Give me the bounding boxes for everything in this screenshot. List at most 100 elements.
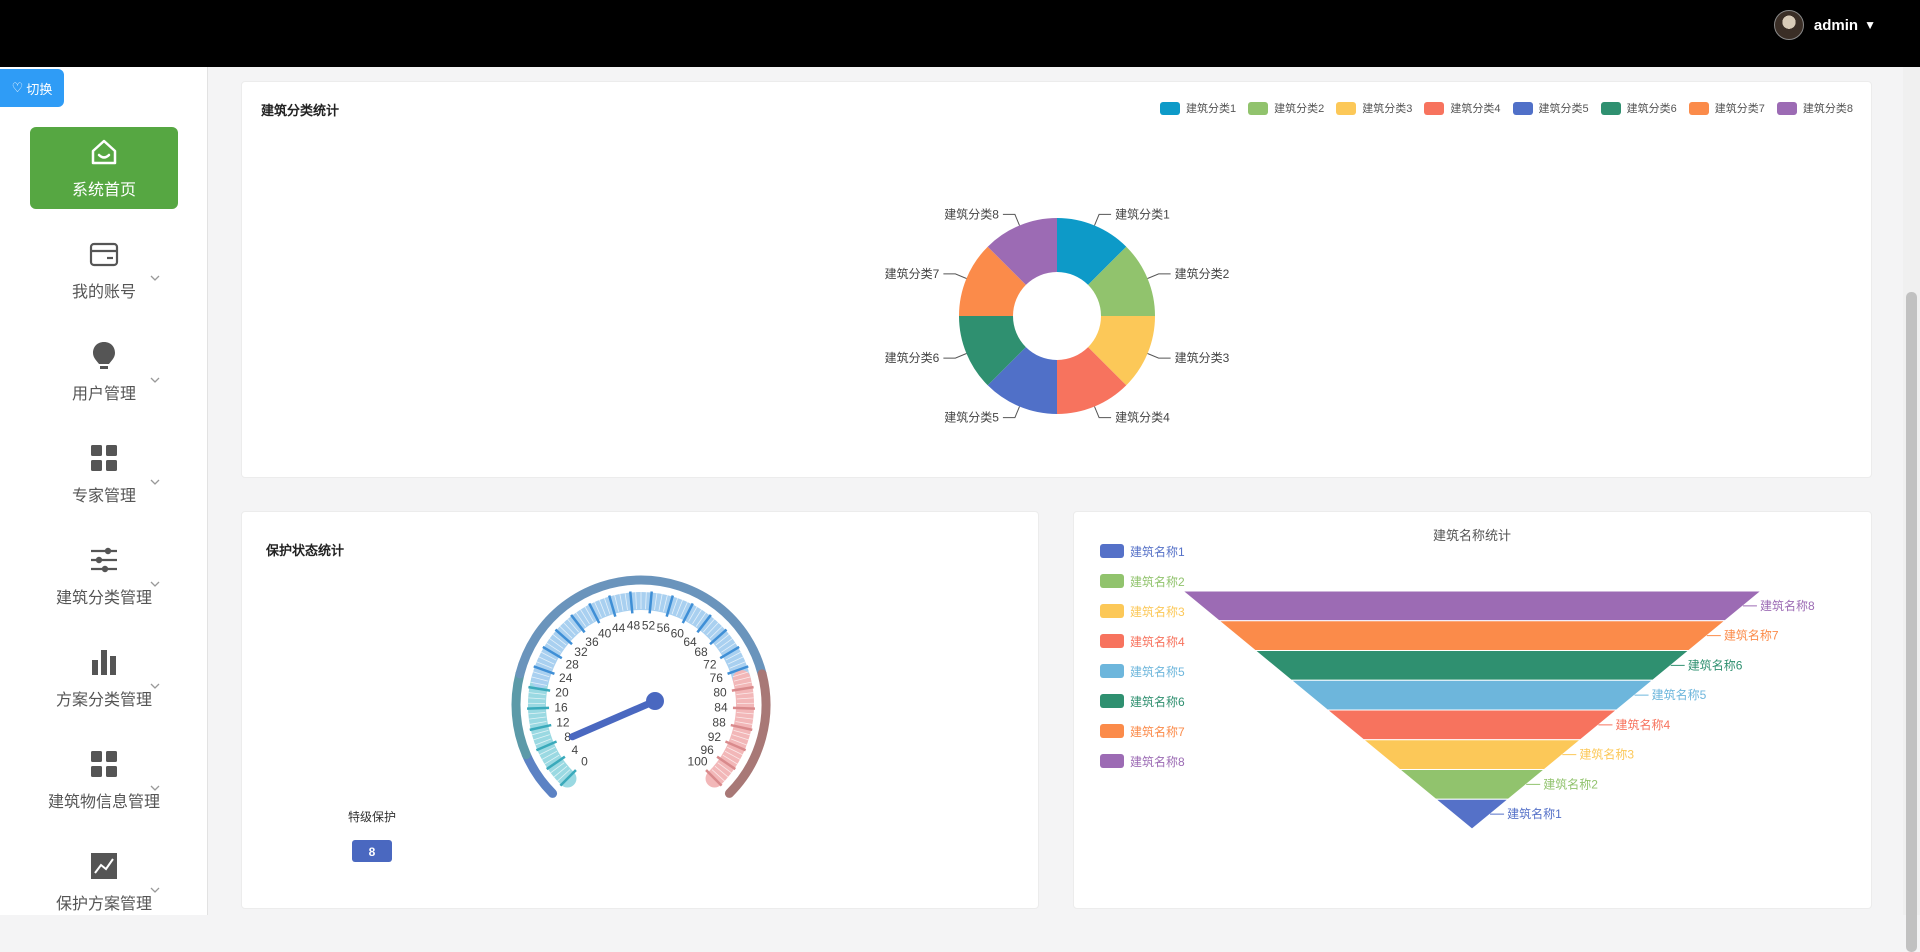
- sidebar-item-8[interactable]: 保护方案管理: [30, 841, 178, 915]
- pie-label-line: [1095, 407, 1112, 418]
- sidebar-item-label: 建筑物信息管理: [48, 788, 160, 812]
- gauge-tick-label: 52: [642, 618, 656, 632]
- pie-label: 建筑分类6: [885, 350, 940, 365]
- funnel-label: 建筑名称6: [1688, 657, 1743, 672]
- funnel-label: 建筑名称2: [1543, 776, 1598, 791]
- pie-label: 建筑分类8: [944, 206, 999, 221]
- grid-icon: [88, 442, 120, 474]
- pie-label-line: [943, 274, 966, 279]
- pie-label: 建筑分类4: [1115, 410, 1170, 425]
- funnel-segment[interactable]: [1219, 621, 1725, 651]
- pie-label-line: [1095, 214, 1112, 225]
- gauge-tick-label: 92: [708, 730, 722, 744]
- funnel-label: 建筑名称1: [1507, 806, 1562, 821]
- funnel-label: 建筑名称7: [1724, 628, 1779, 643]
- gauge-tick-label: 56: [657, 621, 671, 635]
- gauge-tick-label: 100: [688, 755, 708, 769]
- funnel-segment[interactable]: [1255, 651, 1689, 681]
- funnel-chart: 建筑名称统计建筑名称8建筑名称7建筑名称6建筑名称5建筑名称4建筑名称3建筑名称…: [1074, 512, 1873, 910]
- pie-label: 建筑分类5: [944, 410, 999, 425]
- home-icon: [88, 136, 120, 168]
- funnel-label: 建筑名称3: [1579, 747, 1634, 762]
- sliders-icon: [88, 544, 120, 576]
- avatar[interactable]: [1774, 10, 1804, 40]
- heart-icon: ♡: [12, 80, 24, 96]
- chevron-down-icon: [150, 273, 160, 283]
- pie-label: 建筑分类1: [1115, 206, 1170, 221]
- scrollbar-thumb[interactable]: [1906, 292, 1917, 952]
- sidebar-item-6[interactable]: 方案分类管理: [30, 637, 178, 719]
- gauge-pointer-hub: [646, 692, 664, 710]
- gauge-tick-label: 40: [598, 627, 612, 641]
- chevron-down-icon: [150, 477, 160, 487]
- pie-label-line: [1148, 354, 1171, 359]
- funnel-label: 建筑名称4: [1615, 717, 1670, 732]
- gauge-major-tick: [733, 708, 755, 709]
- funnel-segment[interactable]: [1328, 710, 1617, 740]
- funnel-title: 建筑名称统计: [1433, 528, 1511, 543]
- gauge-tick-label: 44: [612, 621, 626, 635]
- pie-label: 建筑分类3: [1175, 350, 1230, 365]
- sidebar-item-5[interactable]: 建筑分类管理: [30, 535, 178, 617]
- sidebar-item-label: 我的账号: [72, 278, 136, 302]
- sidebar-item-label: 用户管理: [72, 380, 136, 404]
- gauge-pointer: [572, 701, 655, 737]
- pie-label-line: [943, 354, 966, 359]
- gauge-name: 特级保护: [348, 809, 396, 824]
- sidebar-item-4[interactable]: 专家管理: [30, 433, 178, 515]
- chevron-down-icon: [150, 681, 160, 691]
- funnel-label: 建筑名称5: [1652, 687, 1707, 702]
- chevron-down-icon: [150, 885, 160, 895]
- funnel-segment[interactable]: [1400, 770, 1545, 800]
- bar-chart-icon: [88, 646, 120, 678]
- sidebar-item-label: 专家管理: [72, 482, 136, 506]
- funnel-segment[interactable]: [1183, 591, 1761, 621]
- sidebar-item-label: 保护方案管理: [56, 890, 152, 914]
- gauge-arc: [516, 674, 526, 755]
- pie-label: 建筑分类7: [885, 266, 940, 281]
- gauge-tick-label: 60: [671, 627, 685, 641]
- funnel-segment[interactable]: [1291, 680, 1652, 710]
- gauge-tick-label: 76: [710, 671, 724, 685]
- user-menu[interactable]: admin ▼: [1774, 10, 1876, 40]
- gauge-tick-label: 36: [585, 635, 599, 649]
- funnel-label: 建筑名称8: [1760, 598, 1815, 613]
- chevron-down-icon: [150, 783, 160, 793]
- gauge-tick-label: 4: [571, 743, 578, 757]
- username[interactable]: admin: [1814, 17, 1858, 34]
- funnel-card: 建筑名称1 建筑名称2 建筑名称3 建筑名称4 建筑名称5 建筑名称6 建筑名称7 建筑名称8…: [1073, 511, 1872, 909]
- gauge-tick-label: 0: [581, 755, 588, 769]
- sidebar-item-label: 方案分类管理: [56, 686, 152, 710]
- gauge-tick-label: 28: [565, 657, 579, 671]
- gauge-tick-label: 84: [714, 701, 728, 715]
- pie-label-line: [1003, 214, 1020, 225]
- funnel-segment[interactable]: [1364, 740, 1581, 770]
- sidebar-item-label: 系统首页: [72, 176, 136, 200]
- line-chart-icon: [88, 850, 120, 882]
- sidebar: 系统首页我的账号用户管理专家管理建筑分类管理方案分类管理建筑物信息管理保护方案管…: [0, 67, 208, 915]
- sidebar-item-1[interactable]: 系统首页: [30, 127, 178, 209]
- gauge-tick-label: 16: [554, 701, 568, 715]
- sidebar-item-3[interactable]: 用户管理: [30, 331, 178, 413]
- gauge-value: 8: [369, 845, 376, 859]
- chevron-down-icon: [150, 579, 160, 589]
- chevron-down-icon: [150, 375, 160, 385]
- gauge-tick-label: 48: [627, 618, 641, 632]
- caret-down-icon[interactable]: ▼: [1864, 18, 1876, 32]
- bulb-icon: [88, 340, 120, 372]
- scrollbar[interactable]: [1903, 67, 1920, 915]
- pie-label-line: [1148, 274, 1171, 279]
- toggle-button[interactable]: ♡ 切换: [0, 69, 64, 107]
- gauge-tick-label: 72: [703, 657, 717, 671]
- sidebar-item-7[interactable]: 建筑物信息管理: [30, 739, 178, 821]
- top-bar: admin ▼: [0, 0, 1920, 67]
- gauge-major-tick: [527, 708, 549, 709]
- sidebar-item-2[interactable]: 我的账号: [30, 229, 178, 311]
- gauge-tick-label: 12: [556, 715, 570, 729]
- sidebar-item-label: 建筑分类管理: [56, 584, 152, 608]
- gauge-tick-label: 80: [713, 685, 727, 699]
